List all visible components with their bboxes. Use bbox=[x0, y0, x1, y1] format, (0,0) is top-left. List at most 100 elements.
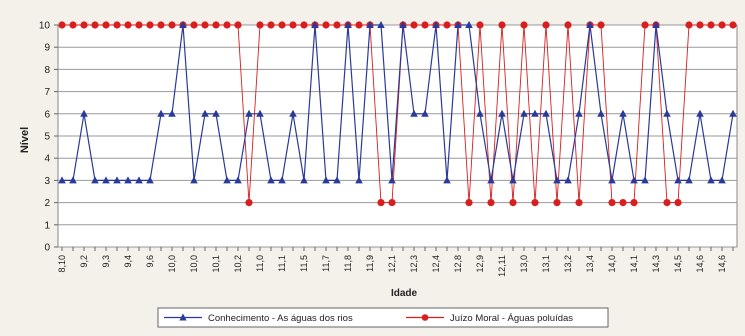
y-tick-label: 8 bbox=[44, 65, 50, 76]
data-point bbox=[300, 21, 308, 29]
y-tick-label: 4 bbox=[44, 154, 50, 165]
legend-marker bbox=[421, 314, 429, 321]
data-point bbox=[289, 109, 297, 117]
data-point bbox=[91, 176, 99, 184]
data-point bbox=[520, 21, 528, 29]
data-point bbox=[278, 176, 286, 184]
data-point bbox=[124, 176, 132, 184]
data-point bbox=[674, 199, 682, 207]
data-point bbox=[553, 176, 561, 184]
data-point bbox=[267, 21, 275, 29]
data-point bbox=[663, 109, 671, 117]
data-point bbox=[300, 176, 308, 184]
data-point bbox=[256, 109, 264, 117]
data-point bbox=[322, 21, 330, 29]
data-point bbox=[377, 21, 385, 28]
data-point bbox=[179, 21, 187, 28]
data-point bbox=[443, 21, 451, 29]
data-point bbox=[377, 199, 385, 207]
data-point bbox=[289, 21, 297, 29]
y-axis-label: Nível bbox=[19, 127, 31, 153]
data-point bbox=[729, 109, 737, 117]
legend-marker bbox=[179, 313, 187, 321]
data-point bbox=[498, 109, 506, 117]
data-point bbox=[168, 21, 176, 29]
data-point bbox=[410, 109, 418, 117]
data-point bbox=[597, 109, 605, 117]
data-point bbox=[212, 21, 220, 29]
data-point bbox=[718, 21, 726, 29]
data-point bbox=[146, 21, 154, 29]
data-point bbox=[168, 109, 176, 117]
x-tick-label: 13,2 bbox=[563, 255, 573, 273]
data-point bbox=[256, 21, 264, 29]
data-point bbox=[542, 109, 550, 117]
x-tick-label: 12,3 bbox=[409, 255, 419, 273]
data-point bbox=[212, 109, 220, 117]
x-tick-label: 10,2 bbox=[233, 255, 243, 273]
series-markers bbox=[58, 21, 737, 207]
data-point bbox=[641, 21, 649, 29]
data-point bbox=[311, 21, 319, 28]
x-axis-label: Idade bbox=[391, 288, 418, 299]
data-point bbox=[432, 21, 440, 28]
data-point bbox=[586, 21, 594, 28]
data-point bbox=[278, 21, 286, 29]
data-point bbox=[267, 176, 275, 184]
data-point bbox=[487, 176, 495, 184]
y-tick-label: 5 bbox=[44, 132, 50, 143]
x-tick-label: 14,0 bbox=[607, 255, 617, 273]
data-point bbox=[421, 109, 429, 117]
data-point bbox=[388, 199, 396, 207]
x-tick-label: 13,1 bbox=[541, 255, 551, 273]
data-point bbox=[322, 176, 330, 184]
x-tick-label: 11,8 bbox=[343, 255, 353, 272]
data-point bbox=[399, 21, 407, 28]
data-point bbox=[333, 21, 341, 29]
legend-label: Juízo Moral - Águas poluídas bbox=[450, 313, 573, 324]
data-point bbox=[575, 199, 583, 207]
y-tick-label: 0 bbox=[44, 243, 50, 254]
data-point bbox=[135, 21, 143, 29]
x-tick-label: 9,6 bbox=[145, 255, 155, 268]
data-point bbox=[597, 21, 605, 29]
y-tick-label: 3 bbox=[44, 176, 50, 187]
data-point bbox=[707, 21, 715, 29]
data-point bbox=[707, 176, 715, 184]
data-point bbox=[696, 109, 704, 117]
data-point bbox=[333, 176, 341, 184]
gridlines bbox=[57, 24, 738, 248]
data-point bbox=[608, 199, 616, 207]
data-point bbox=[674, 176, 682, 184]
data-point bbox=[663, 199, 671, 207]
x-tick-label: 14,5 bbox=[673, 255, 683, 273]
data-point bbox=[520, 109, 528, 117]
data-point bbox=[476, 109, 484, 117]
data-point bbox=[113, 21, 121, 29]
data-point bbox=[619, 109, 627, 117]
x-tick-label: 12,1 bbox=[387, 255, 397, 273]
data-point bbox=[69, 21, 77, 29]
data-point bbox=[630, 176, 638, 184]
data-point bbox=[157, 21, 165, 29]
y-tick-label: 7 bbox=[44, 87, 50, 98]
x-tick-label: 11,0 bbox=[255, 255, 265, 272]
data-point bbox=[685, 21, 693, 29]
x-tick-label: 12,11 bbox=[497, 255, 507, 277]
data-point bbox=[421, 21, 429, 29]
x-tick-label: 11,5 bbox=[299, 255, 309, 272]
y-tick-label: 10 bbox=[39, 21, 51, 32]
data-point bbox=[641, 176, 649, 184]
data-point bbox=[630, 199, 638, 207]
data-point bbox=[509, 199, 517, 207]
data-point bbox=[223, 21, 231, 29]
x-tick-label: 14,6 bbox=[695, 255, 705, 273]
y-tick-label: 9 bbox=[44, 43, 50, 54]
data-point bbox=[531, 109, 539, 117]
x-tick-label: 10,0 bbox=[189, 255, 199, 273]
data-point bbox=[157, 109, 165, 117]
x-tick-label: 14,1 bbox=[629, 255, 639, 273]
data-point bbox=[476, 21, 484, 29]
x-tick-label: 9,3 bbox=[101, 255, 111, 268]
data-point bbox=[69, 176, 77, 184]
